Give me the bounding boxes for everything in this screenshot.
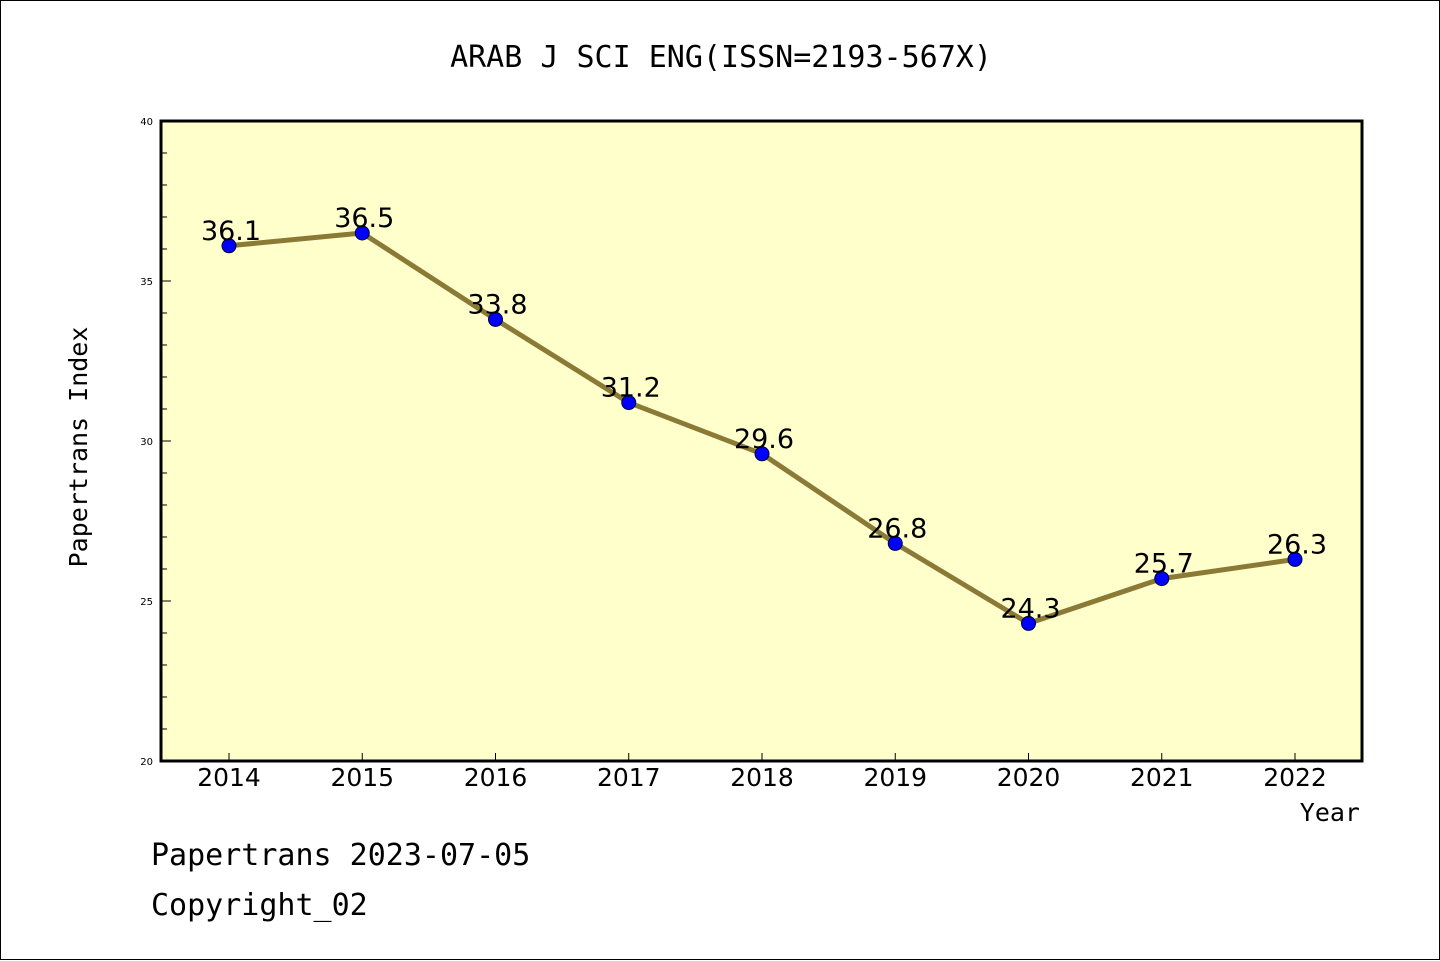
data-label: 26.8 — [867, 513, 927, 544]
chart-title: ARAB J SCI ENG(ISSN=2193-567X) — [450, 40, 992, 75]
y-axis-label: Papertrans Index — [64, 327, 93, 568]
data-point — [754, 446, 770, 462]
data-point — [1021, 615, 1036, 631]
data-points — [221, 225, 1303, 631]
data-label: 36.1 — [201, 216, 261, 247]
data-point — [221, 238, 237, 254]
data-label: 31.2 — [601, 373, 661, 404]
data-label: 24.3 — [1000, 593, 1060, 624]
x-tick-label: 2015 — [330, 763, 394, 792]
y-axis-ticks: 20 25 30 35 40 — [140, 117, 171, 768]
data-point — [621, 395, 637, 411]
x-tick-label: 2014 — [197, 763, 261, 792]
footer-date: Papertrans 2023-07-05 — [151, 838, 530, 873]
x-tick-label: 2016 — [464, 763, 528, 792]
data-label: 33.8 — [467, 289, 527, 320]
data-label: 25.7 — [1134, 549, 1194, 580]
data-label: 29.6 — [734, 424, 794, 455]
data-point — [1287, 551, 1303, 567]
x-axis-label: Year — [1300, 798, 1360, 827]
data-point — [887, 535, 903, 551]
x-tick-label: 2018 — [730, 763, 794, 792]
y-tick-label: 40 — [140, 117, 153, 128]
y-tick-label: 20 — [140, 757, 153, 768]
data-label: 26.3 — [1267, 529, 1327, 560]
data-label: 36.5 — [334, 203, 394, 234]
x-tick-label: 2021 — [1130, 763, 1194, 792]
x-tick-label: 2019 — [863, 763, 927, 792]
data-point — [488, 311, 503, 327]
x-axis-ticks: 2014 2015 2016 2017 2018 2019 2020 2021 2022 — [197, 753, 1327, 792]
x-tick-label: 2017 — [597, 763, 661, 792]
data-labels: 36.1 36.5 33.8 31.2 29.6 26.8 24.3 25.7 26.3 — [201, 203, 1327, 624]
y-tick-label: 35 — [140, 277, 153, 288]
data-point — [1154, 571, 1170, 587]
x-tick-label: 2022 — [1263, 763, 1327, 792]
x-tick-label: 2020 — [997, 763, 1061, 792]
y-tick-label: 25 — [140, 597, 153, 608]
data-point — [354, 225, 370, 241]
y-tick-label: 30 — [140, 437, 153, 448]
footer-copyright: Copyright_02 — [151, 888, 368, 923]
